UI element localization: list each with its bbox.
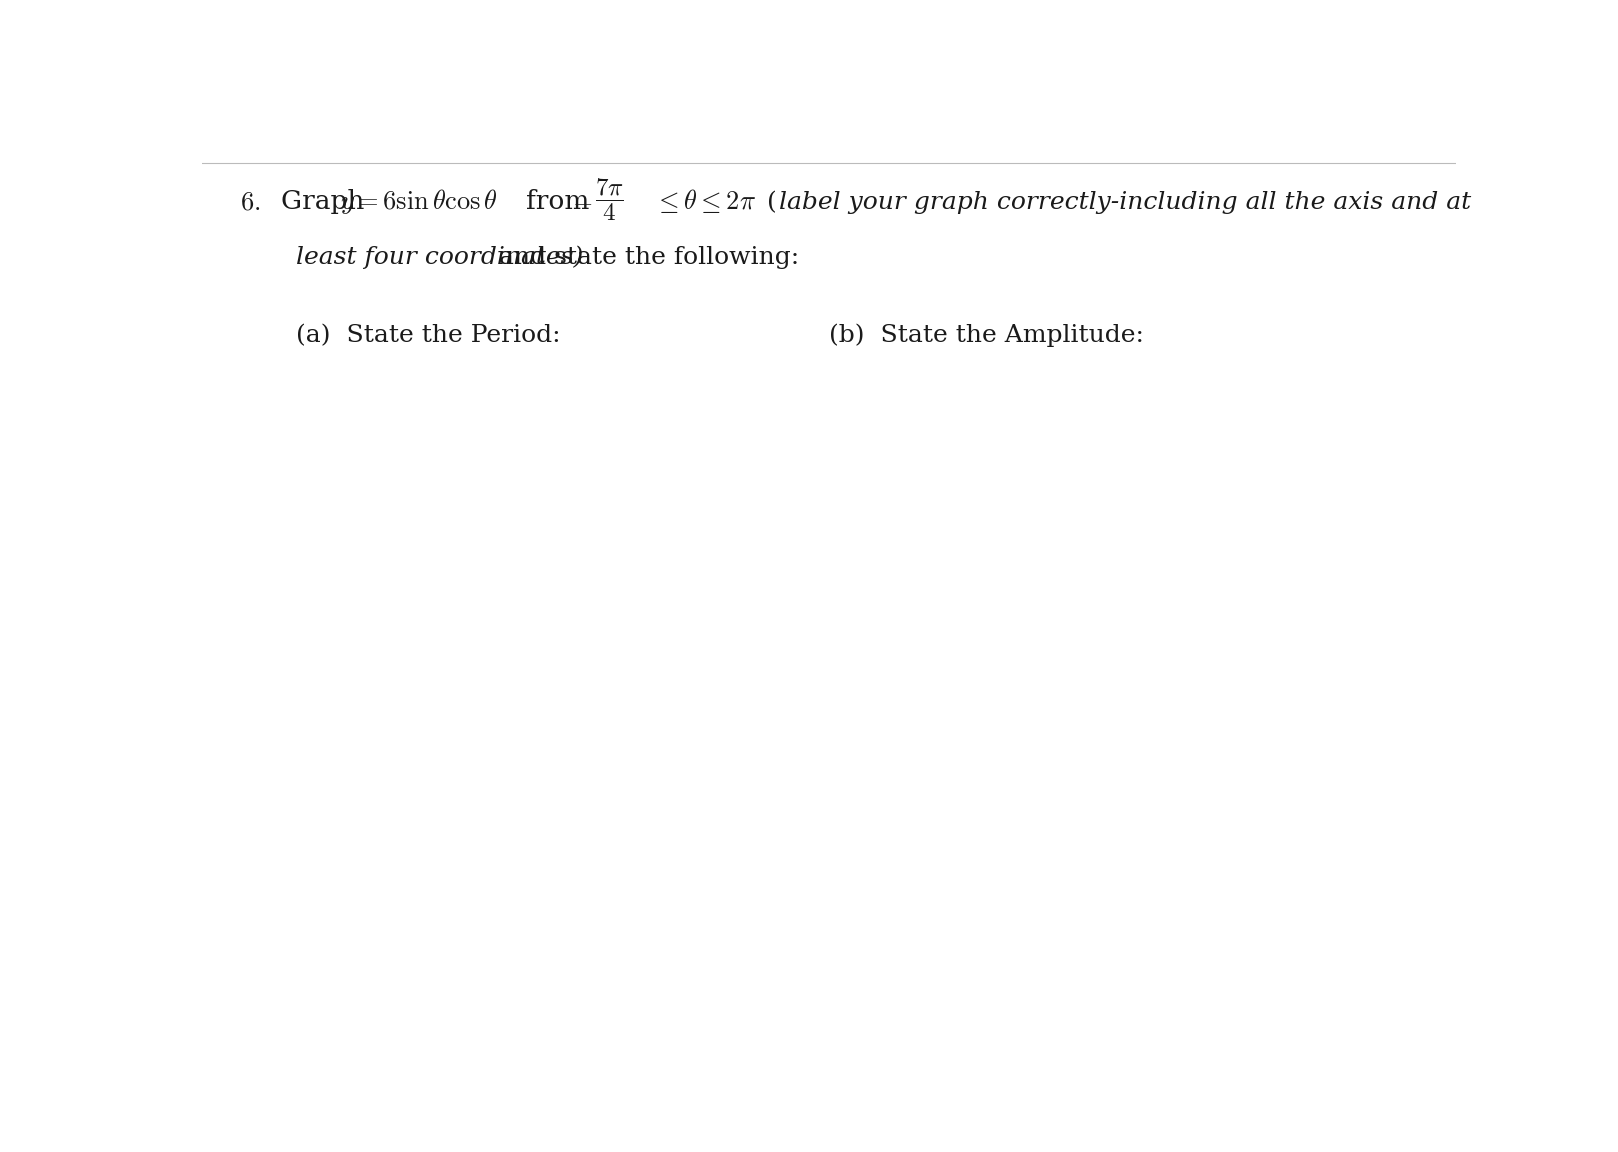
Text: $y = 6\sin\theta\cos\theta$: $y = 6\sin\theta\cos\theta$ <box>340 188 498 217</box>
Text: $-$: $-$ <box>573 189 592 214</box>
Text: $\mathbf{6.}$: $\mathbf{6.}$ <box>239 189 260 214</box>
Text: (: ( <box>767 191 777 214</box>
Text: label your graph correctly-including all the axis and at: label your graph correctly-including all… <box>780 191 1471 214</box>
Text: (a)  State the Period:: (a) State the Period: <box>296 324 561 347</box>
Text: $\dfrac{7\pi}{4}$: $\dfrac{7\pi}{4}$ <box>595 176 623 223</box>
Text: (b)  State the Amplitude:: (b) State the Amplitude: <box>828 324 1144 347</box>
Text: least four coordinates): least four coordinates) <box>296 245 584 270</box>
Text: from: from <box>526 189 589 214</box>
Text: and state the following:: and state the following: <box>490 247 799 270</box>
Text: $\leq \theta \leq 2\pi$: $\leq \theta \leq 2\pi$ <box>654 188 756 215</box>
Text: Graph: Graph <box>282 189 374 214</box>
